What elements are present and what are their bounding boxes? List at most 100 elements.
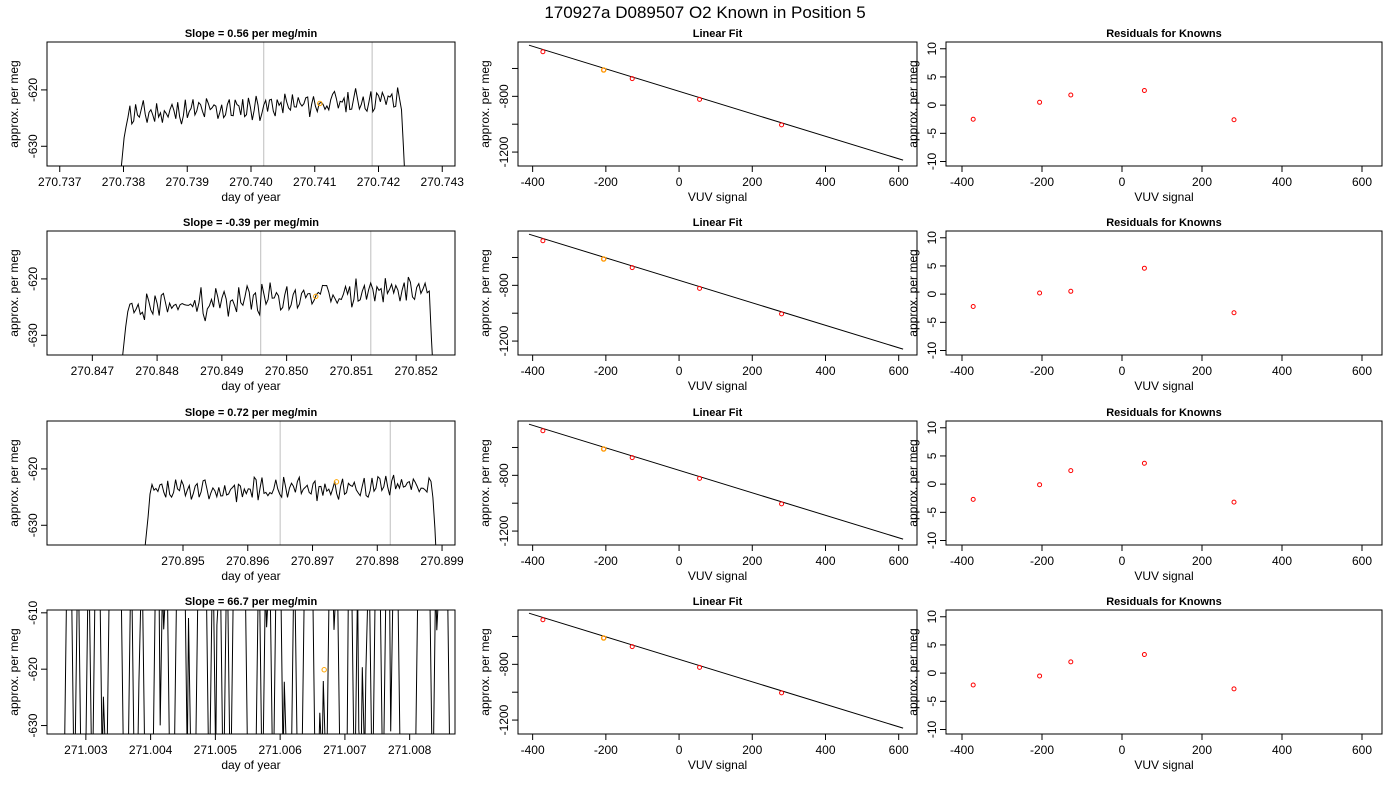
data-point xyxy=(540,428,546,434)
plot-frame xyxy=(46,230,456,356)
panel-title: Residuals for Knowns xyxy=(1106,407,1222,419)
fit-line xyxy=(528,233,904,350)
x-axis-label: VUV signal xyxy=(688,190,747,204)
x-tick-label: -200 xyxy=(1030,175,1054,189)
signal-trace xyxy=(144,474,437,545)
x-axis-label: VUV signal xyxy=(1134,379,1193,393)
x-tick-label: 600 xyxy=(1352,364,1372,378)
y-axis-label: approx. per meg xyxy=(7,60,21,147)
chart-panel-2: Linear Fit -400 -200 0 200 400 600 -1200 -800 VUV… xyxy=(478,28,918,204)
x-tick-label: 270.897 xyxy=(291,554,335,568)
y-tick-label: -610 xyxy=(26,600,40,624)
chart-panel-12: Residuals for Knowns -400 -200 0 200 400 600 -1… xyxy=(906,596,1383,772)
x-axis-label: VUV signal xyxy=(1134,758,1193,772)
x-tick-label: 600 xyxy=(889,743,909,757)
chart-panel-5: Linear Fit -400 -200 0 200 400 600 -1200 -800 VUV… xyxy=(478,217,918,393)
data-point xyxy=(1231,686,1237,692)
plot-frame xyxy=(517,230,918,356)
x-tick-label: 400 xyxy=(815,364,835,378)
y-tick-label: -620 xyxy=(26,267,40,291)
chart-panel-6: Residuals for Knowns -400 -200 0 200 400 600 -1… xyxy=(906,217,1383,393)
x-tick-label: 271.008 xyxy=(388,743,432,757)
signal-trace xyxy=(122,276,433,355)
data-point xyxy=(1231,499,1237,505)
chart-panel-10: Slope = 66.7 per meg/min 271.003 271.004 27… xyxy=(7,596,456,772)
x-axis-label: VUV signal xyxy=(688,569,747,583)
highlight-point xyxy=(600,446,607,452)
y-tick-label: 0 xyxy=(925,669,939,676)
plot-frame xyxy=(46,609,456,735)
y-tick-label: 0 xyxy=(925,290,939,297)
data-point xyxy=(1068,288,1074,294)
y-axis-label: approx. per meg xyxy=(906,60,920,147)
y-axis-label: approx. per meg xyxy=(906,249,920,336)
y-tick-label: -10 xyxy=(925,341,939,359)
x-tick-label: 270.739 xyxy=(166,175,210,189)
x-tick-label: 200 xyxy=(742,364,762,378)
x-tick-label: 200 xyxy=(742,554,762,568)
data-point xyxy=(697,285,703,291)
highlight-point xyxy=(600,67,607,73)
chart-panel-4: Slope = -0.39 per meg/min 270.847 270.848 2… xyxy=(7,217,456,393)
x-axis-label: VUV signal xyxy=(688,758,747,772)
x-tick-label: 400 xyxy=(815,554,835,568)
y-tick-label: -1200 xyxy=(497,325,511,356)
plot-area xyxy=(970,265,1237,316)
plot-area xyxy=(528,612,904,729)
plot-area xyxy=(122,231,433,355)
y-tick-label: 10 xyxy=(925,421,939,435)
x-tick-label: 270.898 xyxy=(356,554,400,568)
x-tick-label: 0 xyxy=(1119,175,1126,189)
plot-frame xyxy=(945,230,1383,356)
y-axis-label: approx. per meg xyxy=(7,628,21,715)
x-tick-label: -400 xyxy=(950,364,974,378)
plot-area xyxy=(120,42,405,166)
panel-title: Residuals for Knowns xyxy=(1106,596,1222,608)
x-tick-label: 400 xyxy=(1272,743,1292,757)
x-tick-label: 0 xyxy=(676,743,683,757)
data-point xyxy=(697,475,703,481)
x-tick-label: 600 xyxy=(1352,175,1372,189)
plot-frame xyxy=(517,41,918,167)
y-axis-label: approx. per meg xyxy=(7,249,21,336)
y-tick-label: 10 xyxy=(925,231,939,245)
mean-marker xyxy=(321,667,327,673)
fit-line xyxy=(528,423,904,540)
x-axis-label: day of year xyxy=(221,569,280,583)
y-tick-label: -620 xyxy=(26,457,40,481)
data-point xyxy=(1231,310,1237,316)
y-axis-label: approx. per meg xyxy=(478,628,492,715)
data-point xyxy=(970,496,976,502)
x-tick-label: -200 xyxy=(594,364,618,378)
data-point xyxy=(540,617,546,623)
x-tick-label: -200 xyxy=(1030,364,1054,378)
data-point xyxy=(1037,673,1043,679)
data-point xyxy=(697,96,703,102)
x-tick-label: 400 xyxy=(1272,364,1292,378)
x-tick-label: -400 xyxy=(950,743,974,757)
data-point xyxy=(1141,460,1147,466)
x-tick-label: 270.738 xyxy=(102,175,146,189)
x-tick-label: 270.741 xyxy=(293,175,337,189)
y-tick-label: 0 xyxy=(925,480,939,487)
x-tick-label: 0 xyxy=(1119,554,1126,568)
x-tick-label: 270.899 xyxy=(420,554,464,568)
x-tick-label: 200 xyxy=(1192,554,1212,568)
plot-area xyxy=(64,610,450,734)
y-tick-label: -5 xyxy=(925,507,939,518)
panel-title: Linear Fit xyxy=(693,217,743,229)
x-tick-label: 600 xyxy=(889,554,909,568)
y-tick-label: -630 xyxy=(26,323,40,347)
x-tick-label: 270.850 xyxy=(265,364,309,378)
x-tick-label: 271.005 xyxy=(194,743,238,757)
y-tick-label: -800 xyxy=(497,463,511,487)
x-tick-label: 200 xyxy=(1192,175,1212,189)
x-axis-label: day of year xyxy=(221,190,280,204)
y-tick-label: -630 xyxy=(26,513,40,537)
data-point xyxy=(1141,652,1147,658)
x-tick-label: 600 xyxy=(889,364,909,378)
data-point xyxy=(970,116,976,122)
x-tick-label: 270.852 xyxy=(394,364,438,378)
x-tick-label: 271.006 xyxy=(258,743,302,757)
